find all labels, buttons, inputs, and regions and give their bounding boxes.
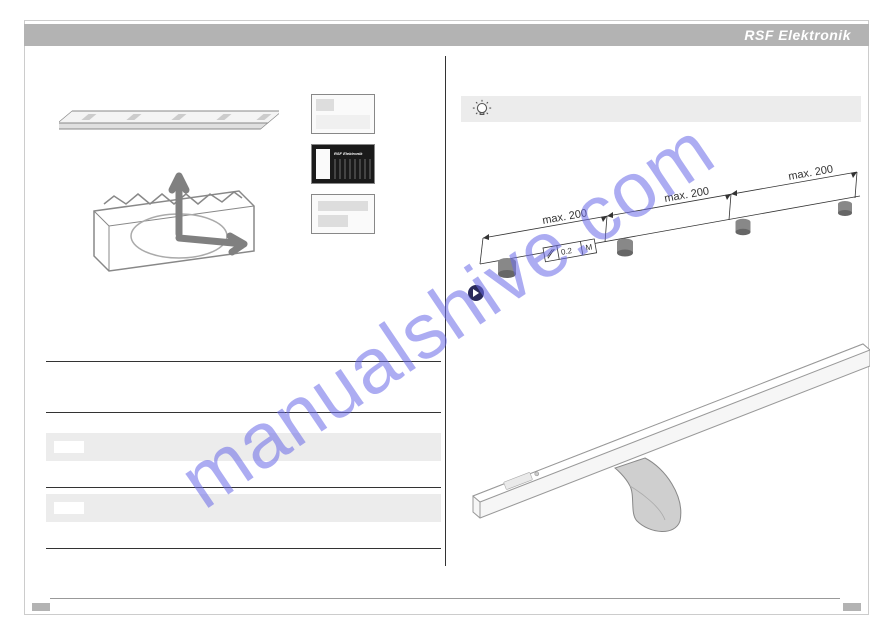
support-2 (617, 239, 633, 257)
rail-large-illustration (465, 296, 870, 546)
grey-strip-2 (46, 494, 441, 522)
dimension-diagram: max. 200 max. 200 max. 200 0.2 M (465, 146, 865, 286)
column-divider (445, 56, 446, 566)
tray-illustration (84, 156, 264, 276)
thumbnail-stack: RSF Elektronik (311, 94, 375, 244)
lightbulb-icon (471, 98, 493, 120)
thumbnail-2: RSF Elektronik (311, 144, 375, 184)
bottom-rule (50, 598, 840, 599)
illustration-row: RSF Elektronik (24, 56, 444, 256)
header-bar: RSF Elektronik (24, 24, 869, 46)
left-column: RSF Elektronik (24, 56, 444, 596)
brand-text: RSF Elektronik (744, 27, 851, 43)
rule-2 (46, 412, 441, 413)
section-lines (46, 361, 441, 569)
grey-strip-1 (46, 433, 441, 461)
thumbnail-1 (311, 94, 375, 134)
page-marker-right (843, 603, 861, 611)
support-3 (736, 219, 751, 235)
page-marker-left (32, 603, 50, 611)
rule-3 (46, 487, 441, 488)
rule-4 (46, 548, 441, 549)
rail-small-illustration (59, 101, 279, 141)
tip-bar (461, 96, 861, 122)
span-1-label: max. 200 (541, 207, 588, 227)
right-column: max. 200 max. 200 max. 200 0.2 M (455, 56, 865, 596)
rule-1 (46, 361, 441, 362)
support-1 (498, 258, 516, 278)
support-4 (838, 201, 852, 216)
thumbnail-3 (311, 194, 375, 234)
